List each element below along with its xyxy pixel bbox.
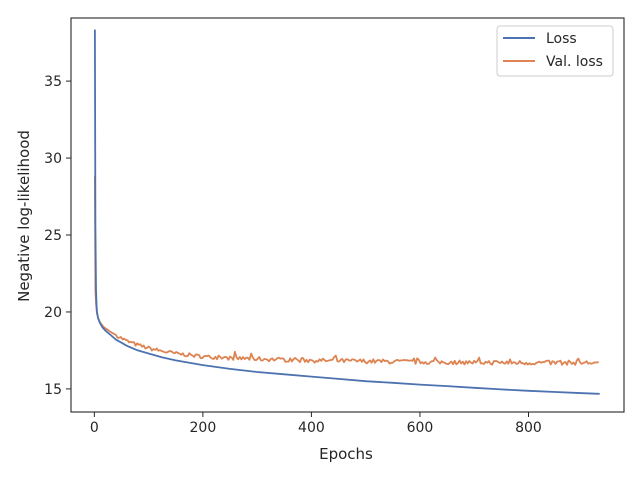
x-tick-label: 200 xyxy=(190,420,217,436)
x-tick-label: 400 xyxy=(298,420,325,436)
x-axis-label: Epochs xyxy=(319,445,373,463)
y-tick-label: 25 xyxy=(44,228,62,244)
series-layer xyxy=(94,29,600,395)
legend: Loss Val. loss xyxy=(496,25,614,77)
ticks-layer: 0 200 400 600 800 15 20 25 30 35 xyxy=(44,74,542,436)
y-tick-label: 20 xyxy=(44,305,62,321)
legend-label-loss: Loss xyxy=(546,31,577,47)
x-tick-label: 600 xyxy=(407,420,434,436)
series-line-val-loss xyxy=(94,175,599,366)
x-tick-label: 800 xyxy=(515,420,542,436)
legend-label-val-loss: Val. loss xyxy=(546,54,603,70)
y-tick-label: 30 xyxy=(44,151,62,167)
y-axis-label: Negative log-likelihood xyxy=(15,130,33,302)
x-tick-label: 0 xyxy=(90,420,99,436)
y-tick-label: 35 xyxy=(44,74,62,90)
series-line-loss xyxy=(94,29,600,395)
plot-frame xyxy=(70,17,625,413)
y-tick-label: 15 xyxy=(44,382,62,398)
